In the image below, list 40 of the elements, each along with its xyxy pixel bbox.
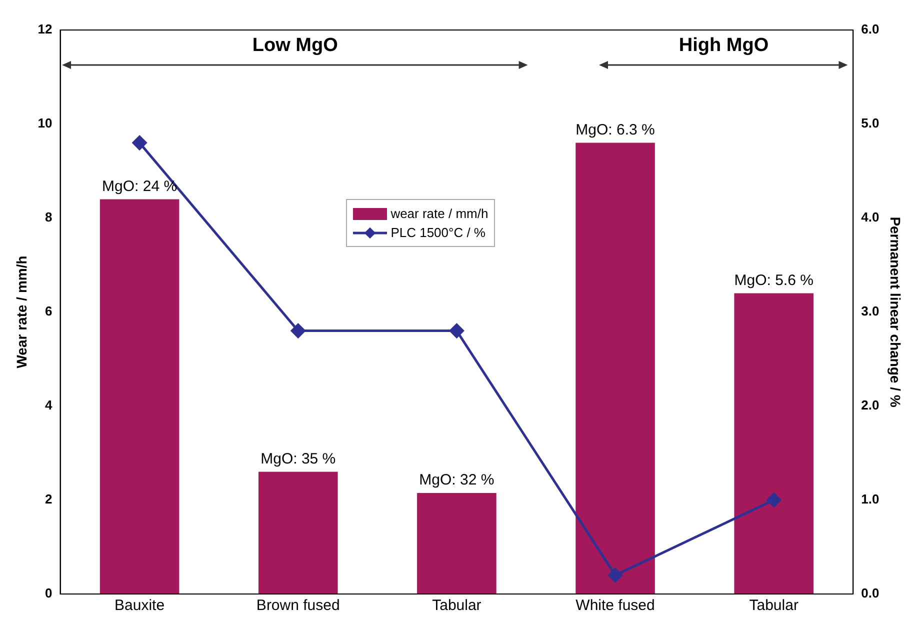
point — [766, 492, 782, 508]
x-tick-label: Tabular — [749, 597, 798, 614]
y2-tick-label: 4.0 — [861, 210, 880, 225]
annotation: MgO: 24 % — [102, 178, 178, 195]
y2-tick-label: 6.0 — [861, 22, 880, 37]
annotation: MgO: 6.3 % — [576, 121, 655, 138]
point — [290, 324, 306, 338]
y-tick-label: 4 — [45, 398, 54, 413]
y2-axis-title: Permanent linear change / % — [888, 216, 904, 408]
y2-tick-label: 5.0 — [861, 116, 880, 131]
annotation: Low MgO — [252, 35, 338, 57]
bar — [734, 293, 814, 594]
y-tick-label: 12 — [38, 22, 52, 37]
y-tick-label: 8 — [45, 210, 52, 225]
point — [449, 324, 464, 338]
x-tick-label: Bauxite — [114, 597, 165, 614]
y-tick-label: 6 — [45, 304, 52, 319]
y-tick-label: 2 — [45, 492, 52, 507]
legend-label: PLC 1500°C / % — [390, 225, 486, 240]
point — [608, 568, 623, 582]
y2-tick-label: 1.0 — [861, 492, 880, 507]
y-axis-title: Wear rate / mm/h — [13, 256, 30, 368]
y2-tick-label: 3.0 — [861, 304, 880, 319]
legend-label: wear rate / mm/h — [390, 206, 488, 222]
x-tick-label: Brown fused — [256, 597, 340, 614]
y-tick-label: 0 — [45, 586, 52, 601]
y2-tick-label: 0.0 — [861, 586, 880, 601]
bar — [417, 492, 496, 594]
y-tick-label: 10 — [38, 116, 52, 131]
annotation: MgO: 35 % — [260, 450, 336, 468]
x-tick-label: White fused — [576, 597, 655, 614]
bar — [576, 142, 655, 594]
bar — [100, 199, 180, 594]
annotation: MgO: 5.6 % — [734, 272, 814, 290]
y2-tick-label: 2.0 — [861, 398, 880, 413]
point — [132, 136, 147, 150]
annotation: MgO: 32 % — [419, 472, 494, 489]
annotation: High MgO — [678, 35, 769, 57]
x-tick-label: Tabular — [432, 597, 482, 614]
bar — [258, 472, 338, 594]
